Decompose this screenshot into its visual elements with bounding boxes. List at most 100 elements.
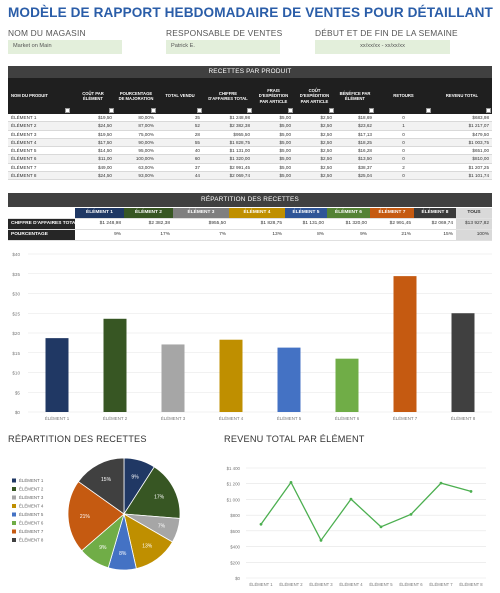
table-cell[interactable]: 93,00% bbox=[115, 171, 157, 181]
table-cell[interactable]: ÉLÉMENT 8 bbox=[8, 171, 71, 181]
table-cell[interactable]: $49,00 bbox=[71, 163, 115, 173]
table-cell[interactable]: $2 991,45 bbox=[370, 218, 414, 230]
product-table-header[interactable]: POURCENTAGE DE MAJORATION bbox=[115, 78, 157, 114]
table-cell[interactable]: 63,00% bbox=[115, 163, 157, 173]
product-table-header[interactable]: FRAIS D'EXPÉDITION PAR ARTICLE bbox=[253, 78, 294, 114]
filter-dropdown-icon[interactable] bbox=[288, 108, 293, 113]
table-cell[interactable]: ÉLÉMENT 6 bbox=[8, 154, 71, 164]
table-cell[interactable]: 15% bbox=[414, 229, 456, 241]
table-cell[interactable]: $1 207,25 bbox=[432, 163, 492, 173]
product-table-header[interactable]: NOM DU PRODUIT bbox=[8, 78, 71, 114]
table-cell[interactable]: 0 bbox=[375, 130, 432, 139]
table-cell[interactable]: $955,50 bbox=[173, 218, 229, 230]
table-cell[interactable]: ÉLÉMENT 3 bbox=[8, 130, 71, 139]
table-cell[interactable]: 28 bbox=[157, 130, 203, 139]
table-cell[interactable]: 37 bbox=[157, 163, 203, 173]
table-cell[interactable]: $5,00 bbox=[253, 114, 294, 123]
filter-dropdown-icon[interactable] bbox=[426, 108, 431, 113]
filter-dropdown-icon[interactable] bbox=[329, 108, 334, 113]
table-cell[interactable]: $17,50 bbox=[71, 138, 115, 148]
table-cell[interactable]: $2,50 bbox=[294, 130, 335, 139]
product-table-header[interactable]: RETOURS bbox=[375, 78, 432, 114]
table-cell[interactable]: 75,00% bbox=[115, 130, 157, 139]
table-cell[interactable]: 9% bbox=[75, 229, 124, 241]
table-cell[interactable]: $11,00 bbox=[71, 154, 115, 164]
table-cell[interactable]: 90,00% bbox=[115, 138, 157, 148]
table-cell[interactable]: $2,50 bbox=[294, 171, 335, 181]
table-cell[interactable]: $1 217,07 bbox=[432, 121, 492, 131]
filter-dropdown-icon[interactable] bbox=[486, 108, 491, 113]
table-cell[interactable]: 13% bbox=[229, 229, 285, 241]
table-cell[interactable]: 80,00% bbox=[115, 114, 157, 123]
table-cell[interactable]: $18,69 bbox=[335, 114, 375, 123]
table-cell[interactable]: $19,50 bbox=[71, 114, 115, 123]
table-cell[interactable]: 9% bbox=[327, 229, 370, 241]
table-cell[interactable]: $2 991,45 bbox=[203, 163, 253, 173]
table-cell[interactable]: $5,00 bbox=[253, 163, 294, 173]
table-cell[interactable]: $24,50 bbox=[71, 171, 115, 181]
table-cell[interactable]: $479,50 bbox=[432, 130, 492, 139]
table-cell[interactable]: $2 069,74 bbox=[203, 171, 253, 181]
table-cell[interactable]: $683,98 bbox=[432, 114, 492, 123]
dates-field[interactable]: xx/xx/xx - xx/xx/xx bbox=[315, 40, 450, 54]
table-cell[interactable]: 100,00% bbox=[115, 154, 157, 164]
table-cell[interactable]: 95,00% bbox=[115, 146, 157, 156]
table-cell[interactable]: $955,50 bbox=[203, 130, 253, 139]
table-cell[interactable]: $13 927,82 bbox=[456, 218, 492, 230]
table-cell[interactable]: $1 101,74 bbox=[432, 171, 492, 181]
table-cell[interactable]: 7% bbox=[173, 229, 229, 241]
table-cell[interactable]: ÉLÉMENT 5 bbox=[8, 146, 71, 156]
table-cell[interactable]: ÉLÉMENT 7 bbox=[8, 163, 71, 173]
table-cell[interactable]: $24,50 bbox=[71, 121, 115, 131]
table-cell[interactable]: $2 069,74 bbox=[414, 218, 456, 230]
table-cell[interactable]: $5,00 bbox=[253, 171, 294, 181]
table-cell[interactable]: $5,00 bbox=[253, 130, 294, 139]
table-cell[interactable]: $5,00 bbox=[253, 121, 294, 131]
product-table-header[interactable]: CHIFFRE D'AFFAIRES TOTAL bbox=[203, 78, 253, 114]
filter-dropdown-icon[interactable] bbox=[151, 108, 156, 113]
table-cell[interactable]: $18,25 bbox=[335, 138, 375, 148]
table-cell[interactable]: 0 bbox=[375, 138, 432, 148]
table-cell[interactable]: $13,50 bbox=[335, 154, 375, 164]
table-cell[interactable]: $1 828,75 bbox=[229, 218, 285, 230]
table-cell[interactable]: 0 bbox=[375, 146, 432, 156]
table-cell[interactable]: ÉLÉMENT 4 bbox=[8, 138, 71, 148]
table-cell[interactable]: 8% bbox=[285, 229, 327, 241]
table-cell[interactable]: $17,13 bbox=[335, 130, 375, 139]
table-cell[interactable]: 40 bbox=[157, 146, 203, 156]
table-cell[interactable]: $5,00 bbox=[253, 146, 294, 156]
table-cell[interactable]: $16,28 bbox=[335, 146, 375, 156]
table-cell[interactable]: $38,37 bbox=[335, 163, 375, 173]
product-table-header[interactable]: REVENU TOTAL bbox=[432, 78, 492, 114]
table-cell[interactable]: $1 320,00 bbox=[203, 154, 253, 164]
table-cell[interactable]: $1 248,98 bbox=[203, 114, 253, 123]
store-field[interactable]: Market on Main bbox=[8, 40, 122, 54]
product-table-header[interactable]: COÛT D'EXPÉDITION PAR ARTICLE bbox=[294, 78, 335, 114]
product-table-header[interactable]: BÉNÉFICE PAR ÉLÉMENT bbox=[335, 78, 375, 114]
table-cell[interactable]: $2 382,38 bbox=[124, 218, 173, 230]
filter-dropdown-icon[interactable] bbox=[65, 108, 70, 113]
table-cell[interactable]: 35 bbox=[157, 114, 203, 123]
table-cell[interactable]: 55 bbox=[157, 138, 203, 148]
table-cell[interactable]: ÉLÉMENT 1 bbox=[8, 114, 71, 123]
table-cell[interactable]: 0 bbox=[375, 154, 432, 164]
table-cell[interactable]: 100% bbox=[456, 229, 492, 241]
table-cell[interactable]: $2,50 bbox=[294, 138, 335, 148]
table-cell[interactable]: $1 320,00 bbox=[327, 218, 370, 230]
table-cell[interactable]: $1 131,00 bbox=[285, 218, 327, 230]
table-cell[interactable]: 0 bbox=[375, 171, 432, 181]
table-cell[interactable]: $651,00 bbox=[432, 146, 492, 156]
product-table-header[interactable]: TOTAL VENDU bbox=[157, 78, 203, 114]
table-cell[interactable]: 2 bbox=[375, 163, 432, 173]
table-cell[interactable]: 17% bbox=[124, 229, 173, 241]
rep-field[interactable]: Patrick E. bbox=[166, 40, 280, 54]
table-cell[interactable]: $2 382,38 bbox=[203, 121, 253, 131]
table-cell[interactable]: 87,00% bbox=[115, 121, 157, 131]
filter-dropdown-icon[interactable] bbox=[369, 108, 374, 113]
table-cell[interactable]: $5,00 bbox=[253, 138, 294, 148]
table-cell[interactable]: ÉLÉMENT 2 bbox=[8, 121, 71, 131]
table-cell[interactable]: 1 bbox=[375, 121, 432, 131]
table-cell[interactable]: $2,50 bbox=[294, 146, 335, 156]
table-cell[interactable]: $1 003,75 bbox=[432, 138, 492, 148]
table-cell[interactable]: $2,50 bbox=[294, 114, 335, 123]
